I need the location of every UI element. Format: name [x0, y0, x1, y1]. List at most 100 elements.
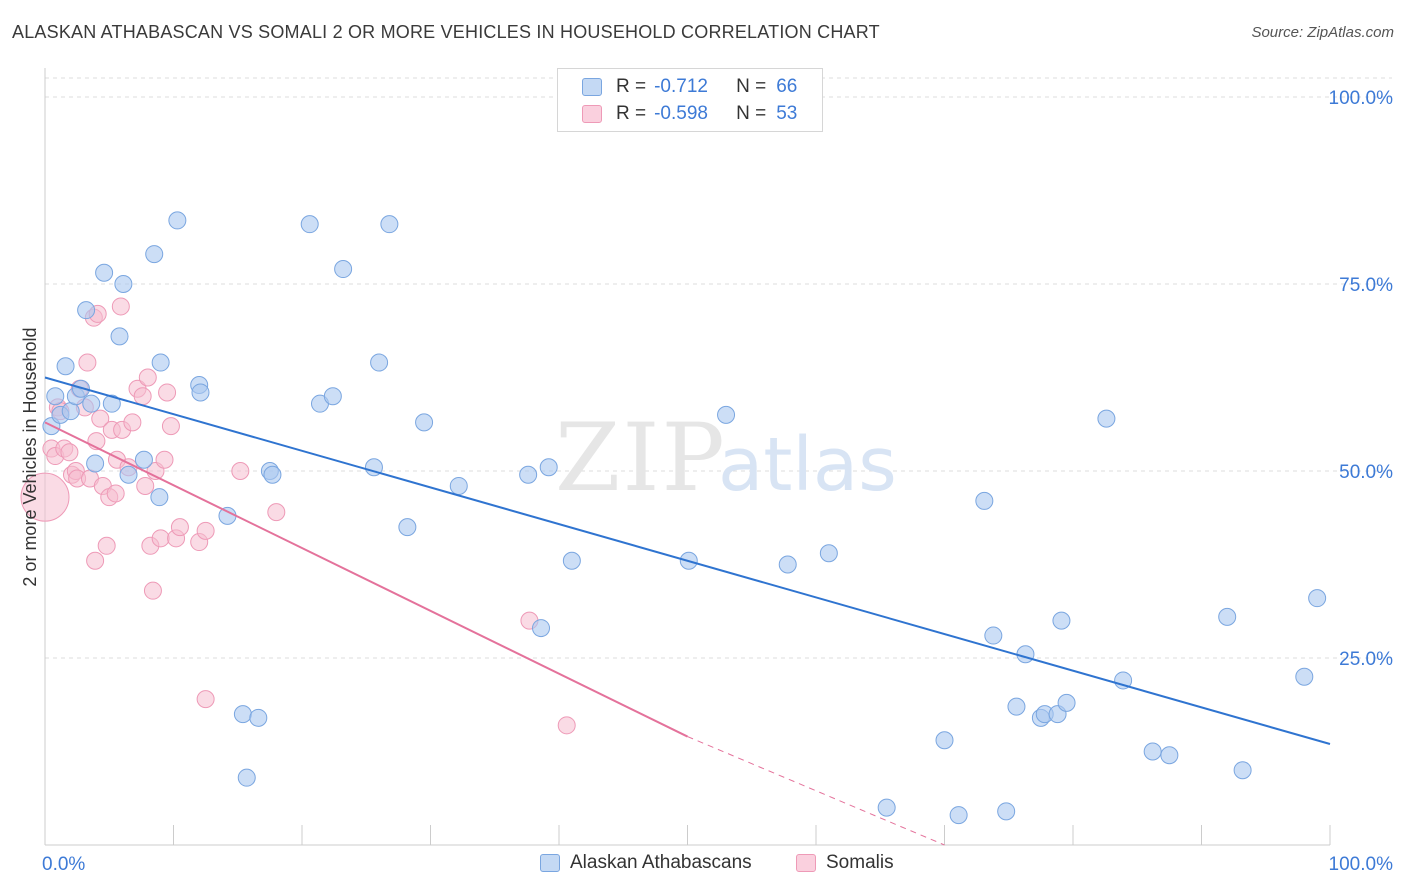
somali-point	[97, 536, 116, 555]
athabascan-point	[323, 387, 342, 406]
somali-point	[151, 529, 170, 548]
athabascan-point	[1160, 746, 1179, 765]
legend-swatch-blue	[582, 78, 602, 96]
athabascan-point	[1097, 409, 1116, 428]
somali-point	[161, 417, 180, 436]
athabascan-point	[237, 768, 256, 787]
somali-point	[196, 521, 215, 540]
athabascan-point	[102, 394, 121, 413]
legend-n-label: N =	[736, 76, 767, 97]
legend-n-value: 66	[776, 76, 798, 97]
athabascan-point	[877, 798, 896, 817]
series-legend-label: Alaskan Athabascans	[570, 852, 752, 873]
athabascan-trend-line	[44, 376, 1331, 745]
athabascan-point	[1052, 611, 1071, 630]
athabascan-point	[110, 327, 129, 346]
athabascan-point	[1143, 742, 1162, 761]
trend-lines	[44, 376, 1331, 846]
chart-title: ALASKAN ATHABASCAN VS SOMALI 2 OR MORE V…	[12, 22, 880, 42]
athabascan-point	[1016, 645, 1035, 664]
athabascan-point	[300, 215, 319, 234]
legend-row-somalis: R = -0.598 N = 53	[582, 101, 797, 127]
athabascan-point	[249, 708, 268, 727]
athabascan-point	[1218, 607, 1237, 626]
somali-point	[196, 690, 215, 709]
somali-point	[60, 443, 79, 462]
series-legend-athabascans: Alaskan Athabascans	[540, 852, 752, 874]
athabascan-point	[819, 544, 838, 563]
athabascan-point	[114, 275, 133, 293]
somali-point	[106, 484, 125, 503]
athabascan-point	[778, 555, 797, 574]
somali-point	[170, 518, 189, 537]
athabascan-point	[398, 518, 417, 537]
athabascan-point	[984, 626, 1003, 645]
legend-swatch-pink	[582, 105, 602, 123]
somali-point	[20, 472, 70, 522]
athabascan-point	[1233, 761, 1252, 780]
athabascan-point	[134, 450, 153, 469]
athabascan-point	[150, 488, 169, 507]
somali-point	[155, 450, 174, 469]
athabascan-point	[334, 260, 353, 279]
athabascan-point	[218, 506, 237, 525]
series-swatch-blue	[540, 854, 560, 872]
x-tick-label-max: 100.0%	[1329, 854, 1394, 875]
athabascan-point	[263, 465, 282, 484]
athabascan-point	[935, 731, 954, 750]
athabascan-point	[95, 263, 114, 282]
somali-point	[138, 368, 157, 387]
watermark-atlas: atlas	[718, 422, 897, 508]
legend-r-label: R =	[616, 76, 647, 97]
athabascan-point	[151, 353, 170, 372]
athabascan-point	[415, 413, 434, 432]
somali-point	[111, 297, 130, 316]
correlation-legend: R = -0.712 N = 66 R = -0.598 N = 53	[557, 68, 823, 132]
somali-trend-line	[44, 421, 688, 738]
y-tick-label: 25.0%	[1339, 649, 1393, 670]
y-tick-label: 75.0%	[1339, 275, 1393, 296]
athabascan-point	[168, 211, 187, 230]
athabascan-point	[1057, 693, 1076, 712]
athabascan-point	[61, 402, 80, 421]
series-legend: Alaskan Athabascans Somalis	[0, 852, 1406, 876]
athabascan-point	[449, 476, 468, 495]
athabascan-point	[86, 454, 105, 473]
athabascan-point	[380, 215, 399, 234]
somali-point	[267, 503, 286, 522]
legend-r-value: -0.598	[654, 103, 708, 124]
athabascan-point	[997, 802, 1016, 821]
somali-point	[78, 353, 97, 372]
grid-layer	[45, 77, 1392, 659]
somali-point	[143, 581, 162, 600]
somali-point	[557, 716, 576, 735]
series-legend-label: Somalis	[826, 852, 894, 873]
athabascan-point	[77, 301, 96, 320]
legend-n-value: 53	[776, 103, 798, 124]
athabascans-points	[42, 211, 1327, 825]
watermark-zip: ZIP	[555, 404, 727, 513]
athabascan-point	[82, 394, 101, 413]
athabascan-point	[975, 491, 994, 510]
athabascan-point	[519, 465, 538, 484]
athabascan-point	[233, 705, 252, 724]
athabascan-point	[370, 353, 389, 372]
athabascan-point	[46, 387, 65, 406]
athabascan-point	[1295, 667, 1314, 686]
athabascan-point	[1308, 589, 1327, 608]
athabascan-point	[1007, 697, 1026, 716]
athabascan-point	[191, 383, 210, 402]
athabascan-point	[119, 465, 138, 484]
athabascan-point	[717, 405, 736, 424]
legend-r-value: -0.712	[654, 76, 708, 97]
legend-n-label: N =	[736, 103, 767, 124]
somali-point	[123, 413, 142, 432]
watermark: ZIP atlas	[555, 404, 897, 513]
series-legend-somalis: Somalis	[796, 852, 894, 874]
somali-point	[231, 462, 250, 480]
source-label: Source: ZipAtlas.com	[1251, 24, 1394, 41]
somali-point	[158, 383, 177, 402]
somali-point	[133, 387, 152, 406]
somali-point	[91, 409, 110, 428]
